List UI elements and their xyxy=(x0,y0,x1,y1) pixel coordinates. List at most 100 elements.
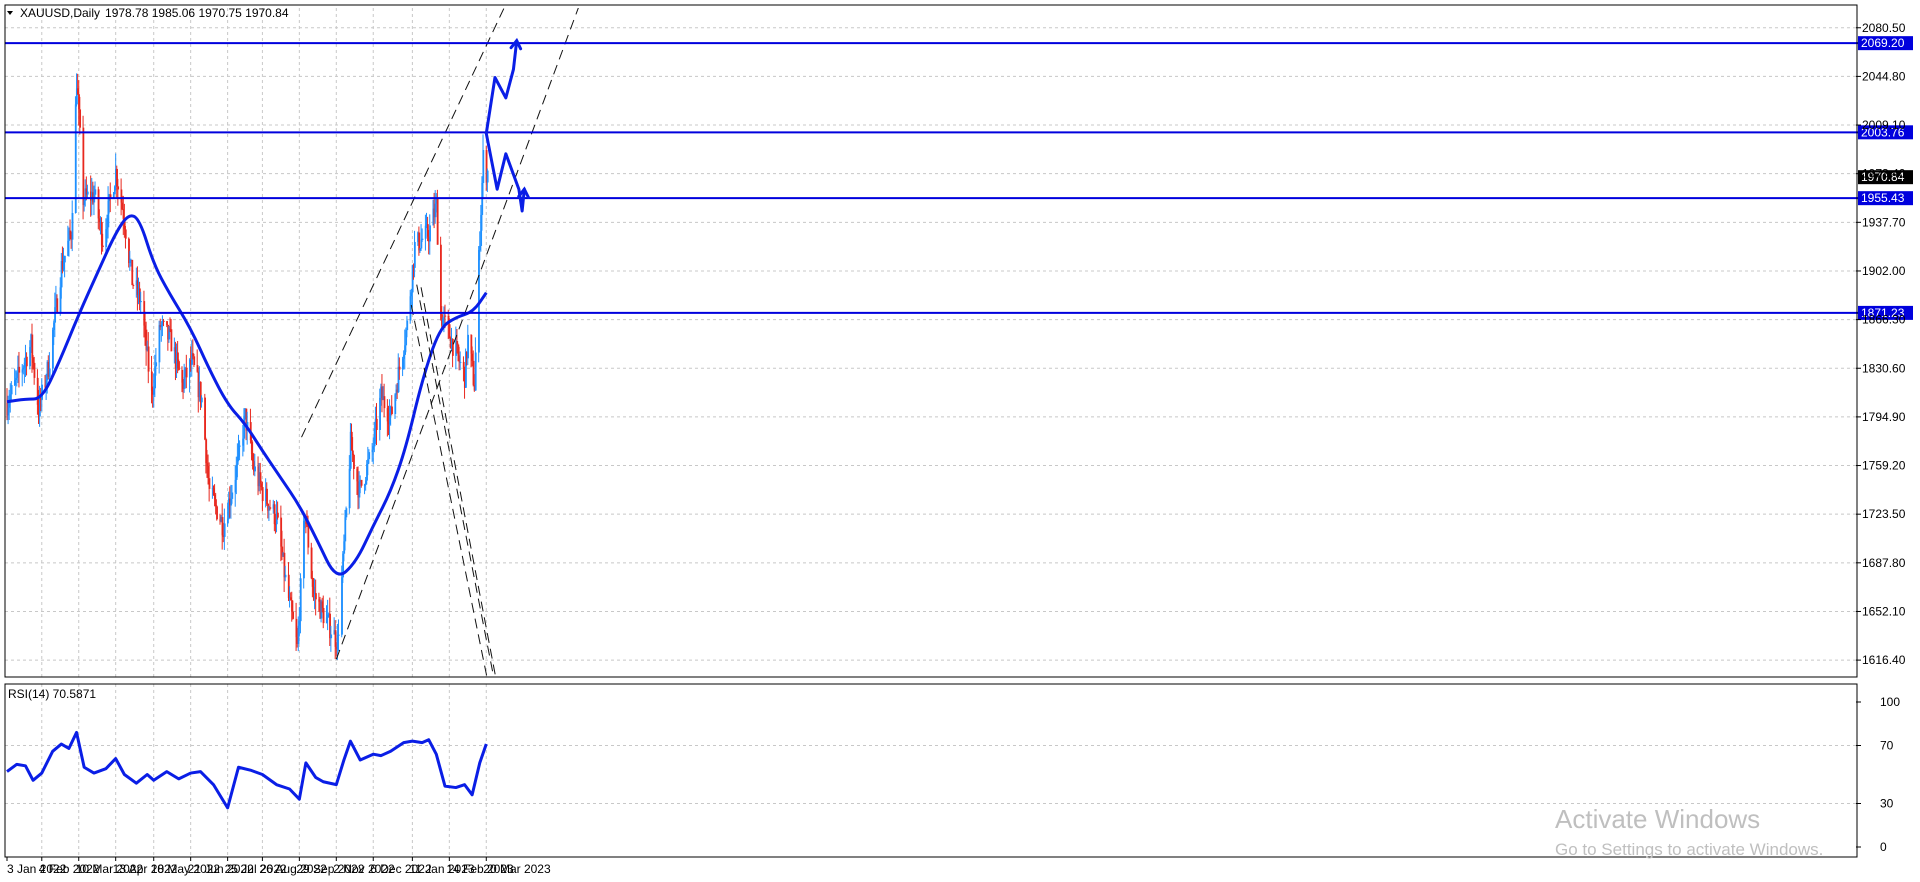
candle-body xyxy=(122,209,125,219)
candle-body xyxy=(129,259,132,264)
price-level-label: 1955.43 xyxy=(1861,191,1905,205)
candle xyxy=(174,341,177,381)
candle xyxy=(56,294,59,314)
candle-body xyxy=(132,285,135,287)
candle-body xyxy=(310,547,313,578)
candle-body xyxy=(216,506,218,520)
candle-body xyxy=(69,230,72,236)
candle xyxy=(371,443,374,462)
candle-body xyxy=(429,225,431,242)
candle xyxy=(162,318,165,327)
candle-body xyxy=(167,324,170,340)
candle-body xyxy=(328,613,330,615)
candle xyxy=(206,449,209,478)
candle-body xyxy=(70,235,73,240)
candle-body xyxy=(74,104,77,214)
candle xyxy=(303,511,305,589)
candle-body xyxy=(282,552,285,556)
candle-body xyxy=(448,324,451,339)
candle xyxy=(260,480,263,491)
candle xyxy=(391,395,393,416)
candle-body xyxy=(341,577,343,635)
candle-body xyxy=(55,298,58,308)
candle-body xyxy=(352,450,354,455)
candle-body xyxy=(318,599,321,602)
candle-body xyxy=(36,377,39,405)
candle-body xyxy=(7,407,10,416)
candle xyxy=(107,186,110,239)
candle-body xyxy=(90,191,92,201)
candle-body xyxy=(272,504,275,509)
candle xyxy=(383,383,386,418)
candle-body xyxy=(410,292,413,297)
price-levels: 2069.20 2003.76 1955.43 1871.23 1970.84 xyxy=(5,36,1913,320)
dropdown-triangle-icon[interactable] xyxy=(7,11,13,15)
candle-body xyxy=(71,213,74,240)
candle xyxy=(425,212,428,229)
candle xyxy=(60,252,63,299)
candle-body xyxy=(183,377,186,389)
candle xyxy=(29,340,32,370)
candle-body xyxy=(368,452,371,460)
candle xyxy=(191,340,193,377)
y-tick-label: 1902.00 xyxy=(1862,264,1906,278)
candle-body xyxy=(33,362,36,378)
price-level-badge xyxy=(1858,305,1913,320)
candle-body xyxy=(182,382,185,389)
candle xyxy=(106,214,109,243)
candle xyxy=(474,337,477,391)
candle-body xyxy=(98,218,101,223)
candle-body xyxy=(228,498,230,519)
candle-body xyxy=(160,324,163,328)
candle-body xyxy=(363,484,366,486)
candle-body xyxy=(337,634,340,636)
candle-body xyxy=(10,385,13,395)
candle xyxy=(17,355,20,383)
candle xyxy=(153,373,155,408)
candle xyxy=(54,292,57,338)
candle-body xyxy=(62,262,65,270)
candle xyxy=(25,352,28,376)
candle-body xyxy=(44,384,47,387)
candle-body xyxy=(403,354,405,359)
candle-body xyxy=(238,445,241,447)
candle-body xyxy=(267,503,270,511)
price-level-label: 1871.23 xyxy=(1861,306,1905,320)
candle-body xyxy=(91,192,93,201)
candle-body xyxy=(46,361,49,381)
candle xyxy=(48,352,51,381)
candle-body xyxy=(298,621,301,626)
ma-path xyxy=(6,214,488,576)
candle xyxy=(243,408,246,452)
candle-body xyxy=(170,329,173,352)
candle xyxy=(360,479,363,488)
candle-body xyxy=(112,194,115,198)
candle xyxy=(122,195,125,235)
candle xyxy=(403,350,405,370)
candle xyxy=(375,403,378,446)
candle xyxy=(90,175,92,217)
axes: 2080.50 2044.80 2009.10 1973.40 1937.70 1902.… xyxy=(4,4,1906,858)
candle xyxy=(297,616,300,652)
candle-body xyxy=(215,499,217,507)
candle xyxy=(23,357,26,384)
candle-body xyxy=(116,168,118,187)
candle-body xyxy=(342,553,345,578)
candle xyxy=(268,505,271,522)
candle xyxy=(381,374,384,413)
candle xyxy=(265,478,267,508)
y-tick-label: 2080.50 xyxy=(1862,21,1906,35)
candle-body xyxy=(47,361,50,377)
candle-body xyxy=(191,353,193,365)
candle xyxy=(152,386,154,408)
candle xyxy=(238,440,241,461)
candle-body xyxy=(211,488,214,490)
candle xyxy=(94,181,97,198)
candle-body xyxy=(16,372,18,379)
candle-body xyxy=(236,456,239,465)
candle xyxy=(396,383,399,400)
candle xyxy=(223,508,226,550)
candle-body xyxy=(102,245,104,247)
candle xyxy=(333,617,336,635)
candle xyxy=(253,452,255,476)
